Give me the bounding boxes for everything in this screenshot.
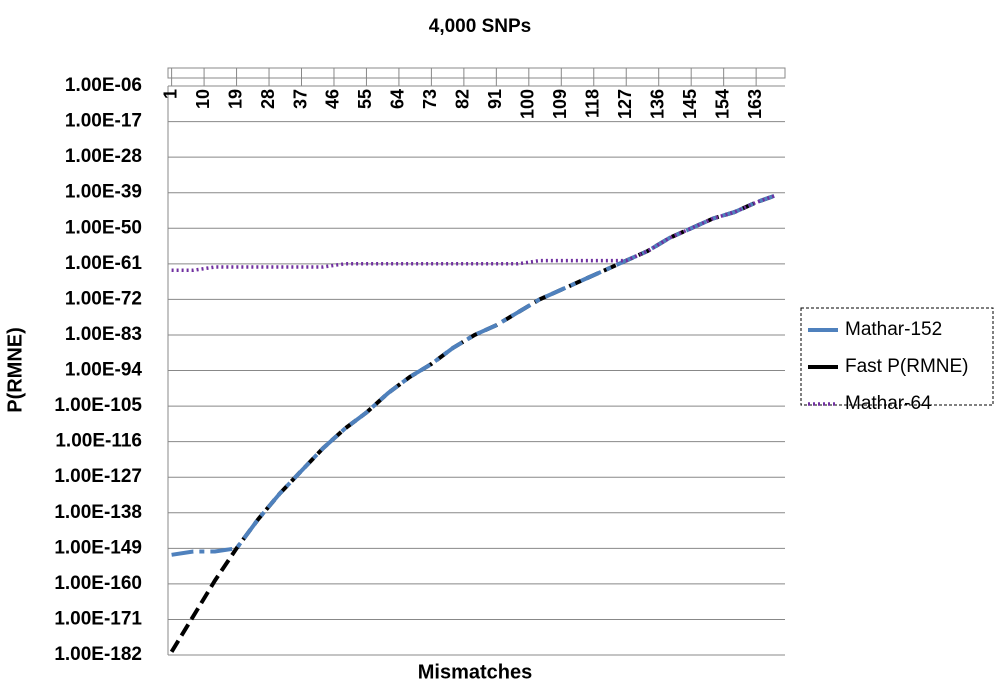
x-axis-ruler — [167, 67, 786, 79]
series-line — [171, 194, 775, 557]
y-tick-label: 1.00E-127 — [54, 466, 142, 487]
x-tick-label: 46 — [323, 89, 343, 109]
y-tick-label: 1.00E-17 — [65, 111, 142, 132]
y-tick-label: 1.00E-83 — [65, 324, 142, 345]
y-tick-label: 1.00E-50 — [65, 217, 142, 238]
y-tick-label: 1.00E-116 — [55, 431, 142, 452]
x-tick-label: 127 — [615, 89, 635, 119]
legend-label: Mathar-64 — [845, 393, 932, 414]
x-tick-label: 118 — [583, 89, 603, 118]
series-line — [171, 194, 775, 273]
x-tick-label: 100 — [518, 89, 538, 119]
x-tick-label: 64 — [388, 89, 408, 109]
chart-title: 4,000 SNPs — [429, 16, 531, 37]
x-tick-label: 73 — [420, 89, 440, 109]
legend-box — [800, 307, 994, 406]
x-tick-label: 109 — [550, 89, 570, 119]
x-tick-label: 10 — [193, 89, 213, 109]
x-tick-label: 163 — [745, 89, 765, 119]
x-tick-label: 136 — [647, 89, 667, 119]
y-axis-title: P(RMNE) — [4, 327, 26, 413]
x-tick-label: 154 — [712, 89, 732, 119]
y-tick-label: 1.00E-61 — [65, 253, 143, 274]
y-tick-label: 1.00E-149 — [54, 537, 142, 558]
y-tick-label: 1.00E-171 — [54, 608, 142, 629]
legend-label: Mathar-152 — [845, 319, 942, 340]
y-tick-label: 1.00E-105 — [54, 395, 142, 416]
y-tick-label: 1.00E-06 — [65, 75, 142, 96]
y-tick-label: 1.00E-160 — [54, 573, 142, 594]
x-tick-label: 19 — [225, 89, 245, 109]
x-tick-label: 91 — [485, 89, 505, 109]
y-tick-label: 1.00E-138 — [54, 502, 142, 523]
x-tick-label: 37 — [290, 89, 310, 109]
y-tick-label: 1.00E-94 — [65, 360, 143, 381]
x-tick-label: 1 — [160, 89, 180, 99]
y-tick-label: 1.00E-72 — [65, 288, 142, 309]
x-tick-label: 28 — [258, 89, 278, 109]
x-tick-label: 55 — [355, 89, 375, 109]
y-tick-label: 1.00E-28 — [65, 146, 142, 167]
x-axis-title: Mismatches — [418, 661, 533, 683]
legend-label: Fast P(RMNE) — [845, 356, 969, 377]
y-tick-label: 1.00E-39 — [65, 182, 142, 203]
x-tick-label: 82 — [453, 89, 473, 109]
x-tick-label: 145 — [680, 89, 700, 119]
y-tick-label: 1.00E-182 — [54, 644, 142, 665]
